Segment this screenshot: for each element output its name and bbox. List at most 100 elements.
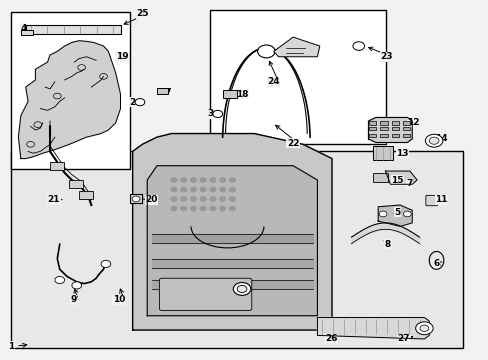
FancyBboxPatch shape — [372, 173, 387, 182]
FancyBboxPatch shape — [79, 191, 93, 199]
Polygon shape — [273, 37, 319, 57]
Text: 4: 4 — [20, 24, 26, 33]
Circle shape — [72, 282, 81, 289]
Bar — [391, 134, 398, 138]
Bar — [402, 134, 409, 138]
Text: 14: 14 — [434, 134, 447, 143]
Text: 1: 1 — [8, 342, 14, 351]
FancyBboxPatch shape — [130, 194, 142, 203]
Text: 13: 13 — [395, 149, 408, 158]
Circle shape — [190, 188, 196, 192]
FancyBboxPatch shape — [11, 12, 130, 169]
Circle shape — [415, 322, 432, 335]
FancyBboxPatch shape — [157, 88, 167, 94]
Text: 21: 21 — [47, 195, 60, 204]
Text: 23: 23 — [380, 52, 392, 61]
Circle shape — [190, 178, 196, 182]
Circle shape — [209, 197, 215, 201]
Circle shape — [171, 188, 177, 192]
Circle shape — [171, 206, 177, 211]
Circle shape — [229, 178, 235, 182]
Circle shape — [212, 111, 222, 117]
Text: 26: 26 — [324, 334, 337, 343]
FancyBboxPatch shape — [210, 10, 385, 144]
Circle shape — [378, 211, 386, 217]
Text: 19: 19 — [116, 52, 128, 61]
Bar — [391, 121, 398, 125]
Circle shape — [209, 206, 215, 211]
Circle shape — [181, 197, 186, 201]
Text: 25: 25 — [136, 9, 148, 18]
Polygon shape — [317, 318, 428, 339]
Text: 12: 12 — [407, 118, 419, 127]
Bar — [391, 127, 398, 130]
FancyBboxPatch shape — [222, 90, 237, 98]
Circle shape — [101, 260, 111, 267]
Polygon shape — [19, 41, 120, 158]
Circle shape — [219, 188, 225, 192]
Circle shape — [209, 188, 215, 192]
Text: 5: 5 — [394, 208, 400, 217]
Bar — [368, 121, 375, 125]
Text: 7: 7 — [406, 179, 412, 188]
Circle shape — [229, 206, 235, 211]
Circle shape — [237, 285, 246, 293]
Polygon shape — [132, 134, 331, 330]
Circle shape — [257, 45, 275, 58]
Text: 24: 24 — [267, 77, 280, 86]
Circle shape — [219, 178, 225, 182]
Text: 15: 15 — [390, 176, 403, 185]
Circle shape — [219, 206, 225, 211]
Text: 11: 11 — [434, 195, 447, 204]
Text: 3: 3 — [207, 109, 213, 118]
Circle shape — [419, 325, 428, 332]
Circle shape — [190, 197, 196, 201]
Circle shape — [200, 206, 205, 211]
Text: 22: 22 — [286, 139, 299, 148]
Circle shape — [229, 197, 235, 201]
Text: 10: 10 — [113, 295, 125, 304]
Bar — [380, 121, 387, 125]
Circle shape — [403, 211, 410, 217]
FancyBboxPatch shape — [372, 146, 392, 160]
Bar — [368, 134, 375, 138]
Circle shape — [425, 134, 442, 147]
Bar — [368, 127, 375, 130]
Circle shape — [200, 178, 205, 182]
Text: 16: 16 — [235, 286, 248, 295]
Bar — [380, 134, 387, 138]
Text: 18: 18 — [235, 90, 248, 99]
FancyBboxPatch shape — [50, 162, 63, 170]
Circle shape — [209, 178, 215, 182]
Circle shape — [171, 178, 177, 182]
Circle shape — [229, 188, 235, 192]
Bar — [402, 121, 409, 125]
Circle shape — [200, 188, 205, 192]
Circle shape — [135, 99, 144, 106]
Polygon shape — [147, 166, 317, 316]
Circle shape — [352, 42, 364, 50]
Text: 2: 2 — [129, 98, 136, 107]
FancyBboxPatch shape — [21, 30, 33, 35]
Circle shape — [219, 197, 225, 201]
Text: 6: 6 — [432, 260, 439, 269]
Circle shape — [233, 283, 250, 296]
Circle shape — [428, 137, 438, 144]
Polygon shape — [368, 117, 411, 143]
FancyBboxPatch shape — [425, 195, 437, 206]
Text: 17: 17 — [159, 88, 172, 97]
Circle shape — [190, 206, 196, 211]
Circle shape — [181, 178, 186, 182]
Circle shape — [181, 188, 186, 192]
FancyBboxPatch shape — [69, 180, 83, 188]
Text: 20: 20 — [144, 195, 157, 204]
Circle shape — [171, 197, 177, 201]
Circle shape — [181, 206, 186, 211]
Text: 8: 8 — [384, 240, 390, 249]
Text: 27: 27 — [397, 334, 409, 343]
FancyBboxPatch shape — [26, 24, 120, 33]
Circle shape — [55, 276, 64, 284]
FancyBboxPatch shape — [11, 152, 462, 348]
Circle shape — [132, 196, 140, 202]
Polygon shape — [385, 171, 416, 184]
